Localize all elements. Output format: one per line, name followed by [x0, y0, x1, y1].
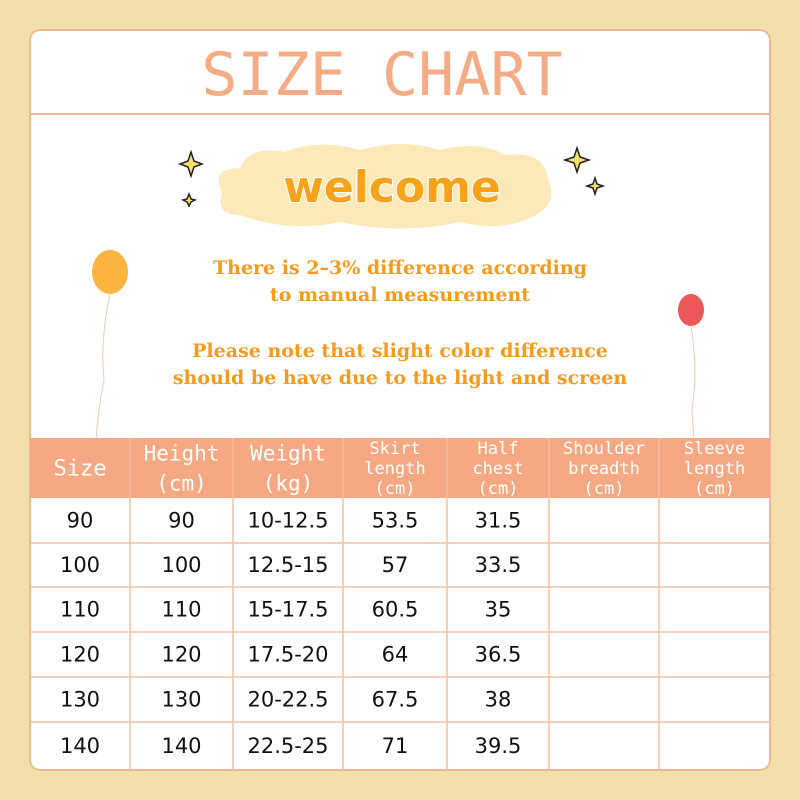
column-header: Weight: [250, 441, 326, 465]
cell: 15-17.5: [247, 598, 328, 622]
cell: 33.5: [475, 553, 522, 577]
cell: 22.5-25: [247, 734, 328, 758]
column-header: (cm): [694, 479, 735, 499]
cloud: [218, 144, 552, 229]
column-header: breadth: [568, 459, 640, 479]
cell: 120: [161, 643, 201, 667]
column-header: Size: [54, 457, 107, 482]
cell: 10-12.5: [247, 509, 328, 533]
header-row: [30, 438, 770, 498]
column-header: Skirt: [369, 439, 420, 459]
column-header: (cm): [375, 479, 416, 499]
note-line: Please note that slight color difference: [192, 340, 608, 362]
cell: 60.5: [372, 598, 419, 622]
cell: 39.5: [475, 734, 522, 758]
column-header: (cm): [478, 479, 519, 499]
cell: 130: [161, 688, 201, 712]
column-header: Height: [144, 441, 220, 465]
sparkles: [177, 145, 606, 208]
cell: 71: [382, 734, 409, 758]
cell: 67.5: [372, 688, 419, 712]
cell: 20-22.5: [247, 688, 328, 712]
cell: 110: [60, 598, 100, 622]
cell: 140: [161, 734, 201, 758]
note-line: There is 2–3% difference according: [213, 257, 587, 279]
cell: 53.5: [372, 509, 419, 533]
column-header: (cm): [156, 471, 207, 495]
column-header: (cm): [584, 479, 625, 499]
cell: 130: [60, 688, 100, 712]
balloon-string: [690, 325, 696, 441]
column-header: chest: [472, 459, 523, 479]
column-header: (kg): [263, 471, 314, 495]
cell: 36.5: [475, 643, 522, 667]
welcome: welcome: [283, 162, 501, 213]
note-line: to manual measurement: [270, 284, 530, 306]
note-line: should be have due to the light and scre…: [173, 367, 628, 389]
cell: 35: [485, 598, 512, 622]
title: SIZE CHART: [201, 40, 562, 110]
cell: 17.5-20: [247, 643, 328, 667]
cell: 64: [382, 643, 409, 667]
balloon-string: [95, 293, 111, 441]
balloon: [678, 294, 704, 326]
cell: 38: [485, 688, 512, 712]
cell: 12.5-15: [247, 553, 328, 577]
cell: 100: [60, 553, 100, 577]
balloon: [92, 250, 128, 294]
column-header: length: [684, 459, 745, 479]
cell: 120: [60, 643, 100, 667]
cell: 140: [60, 734, 100, 758]
cell: 110: [161, 598, 201, 622]
cell: 100: [161, 553, 201, 577]
column-header: Shoulder: [563, 439, 645, 459]
cell: 57: [382, 553, 409, 577]
card: [29, 29, 771, 771]
cell: 90: [67, 509, 94, 533]
column-header: Sleeve: [684, 439, 745, 459]
column-header: length: [364, 459, 425, 479]
cell: 31.5: [475, 509, 522, 533]
cell: 90: [168, 509, 195, 533]
column-header: Half: [478, 439, 519, 459]
